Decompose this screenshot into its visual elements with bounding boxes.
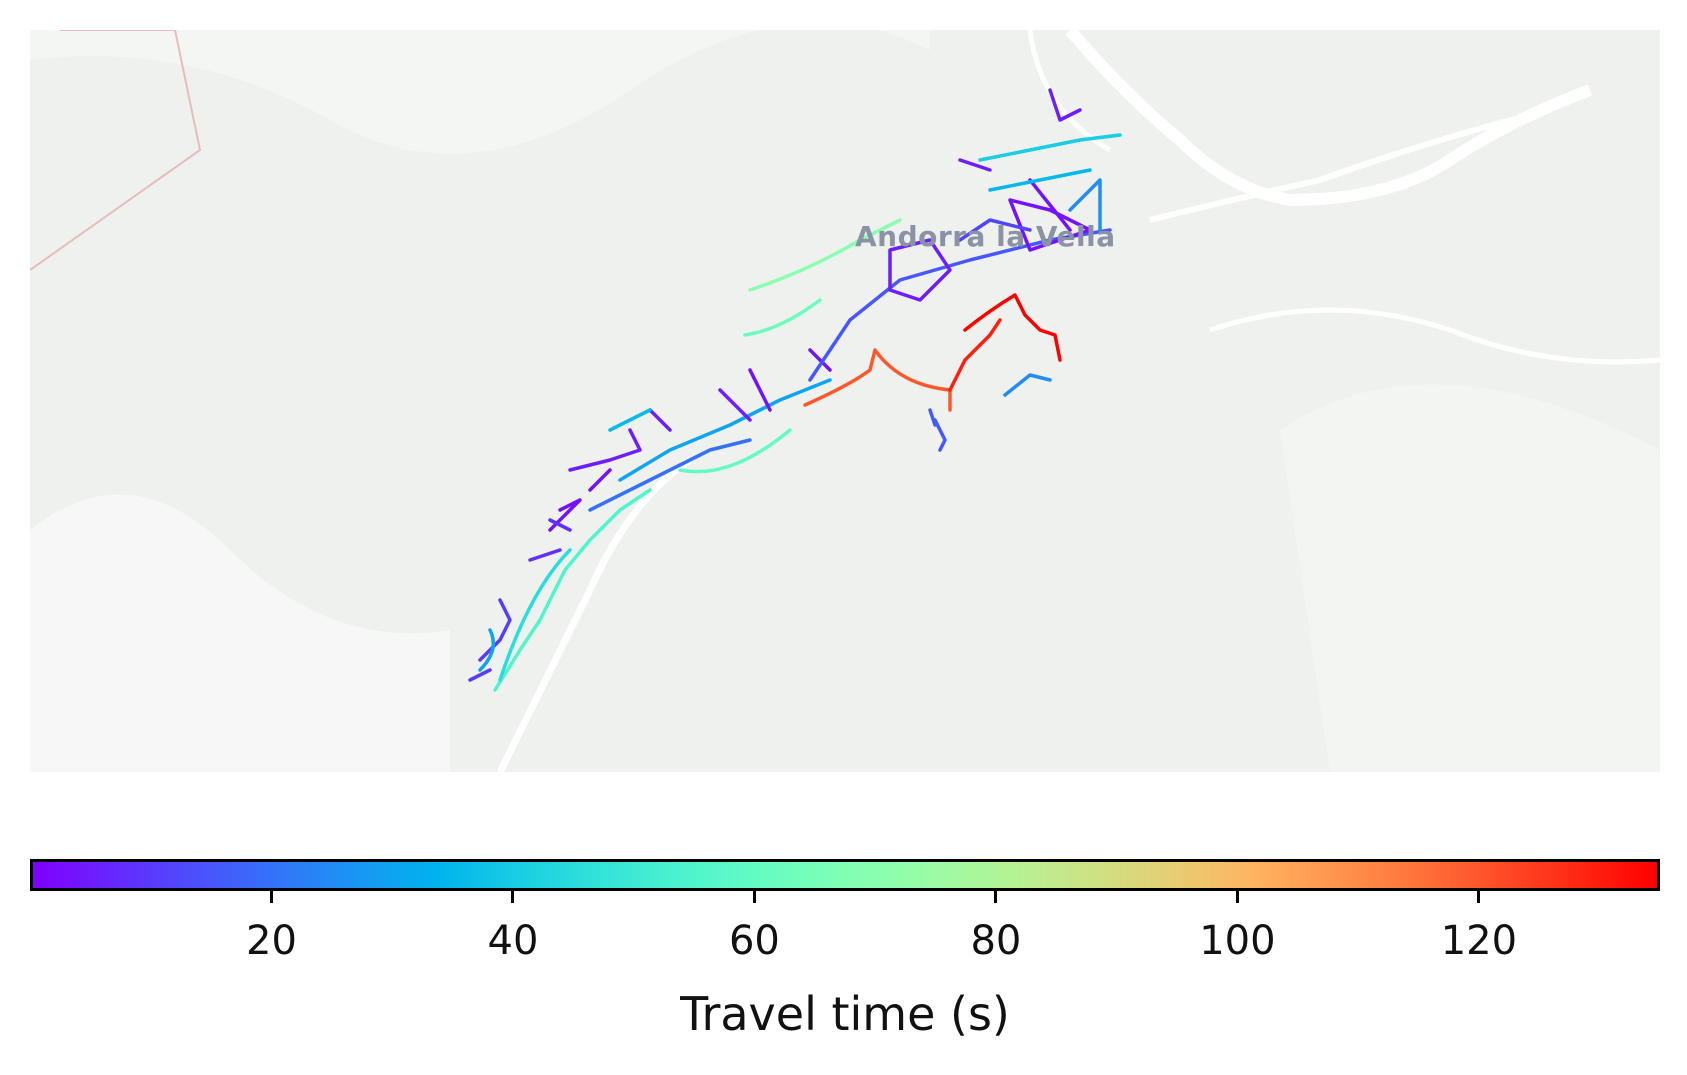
road-segment-mid-west-1[interactable] xyxy=(568,388,752,472)
road-segment-mid-main-2[interactable] xyxy=(588,438,752,512)
road-segment-mid-west-2[interactable] xyxy=(608,408,652,432)
road-segment-red-loop-2[interactable] xyxy=(948,318,1002,392)
colorbar-tick-label: 100 xyxy=(1199,918,1276,964)
road-segment-mid-local-1[interactable] xyxy=(548,348,832,532)
colorbar-gradient xyxy=(33,862,1657,888)
road-segment-sw-spur-1[interactable] xyxy=(468,598,512,682)
map-canvas[interactable] xyxy=(30,30,1660,772)
road-segment-north-green-1[interactable] xyxy=(748,218,902,292)
colorbar-tick xyxy=(994,891,998,903)
road-segment-ne-top-1[interactable] xyxy=(978,133,1122,162)
colorbar-title: Travel time (s) xyxy=(680,987,1010,1041)
road-segment-ne-grid-3[interactable] xyxy=(1068,178,1102,232)
basemap-layer xyxy=(30,30,1660,772)
map-panel[interactable]: Andorra la Vella xyxy=(30,30,1660,772)
road-segment-center-loop[interactable] xyxy=(888,238,952,302)
road-segment-ne-top-2[interactable] xyxy=(958,88,1082,172)
road-segment-sw-spur-2[interactable] xyxy=(478,628,496,672)
road-segment-ne-grid-1[interactable] xyxy=(1008,178,1092,252)
colorbar-tick-label: 60 xyxy=(728,918,780,964)
road-segment-red-tail[interactable] xyxy=(928,408,947,452)
road-segment-east-stub[interactable] xyxy=(1003,373,1052,397)
road-segment-mid-local-2[interactable] xyxy=(528,518,572,562)
road-segment-mid-south[interactable] xyxy=(678,428,792,474)
road-segment-red-loop-3[interactable] xyxy=(963,293,1062,362)
place-label: Andorra la Vella xyxy=(855,220,1116,253)
colorbar-tick xyxy=(1235,891,1239,903)
colorbar xyxy=(30,859,1660,891)
colorbar-tick xyxy=(752,891,756,903)
colorbar-tick-label: 80 xyxy=(970,918,1022,964)
road-segment-ne-grid-2[interactable] xyxy=(958,218,1032,242)
colorbar-tick xyxy=(1477,891,1481,903)
road-segment-mid-main-1[interactable] xyxy=(618,378,832,482)
road-segment-north-green-2[interactable] xyxy=(743,298,822,337)
road-segment-red-loop-1[interactable] xyxy=(803,348,952,412)
road-segment-sw-main-1[interactable] xyxy=(493,488,652,692)
colorbar-tick-label: 120 xyxy=(1440,918,1518,964)
road-segment-sw-main-2[interactable] xyxy=(498,548,572,682)
road-segments-layer xyxy=(468,88,1122,692)
colorbar-tick xyxy=(511,891,515,903)
colorbar-tick xyxy=(269,891,273,903)
colorbar-tick-label: 20 xyxy=(246,918,297,964)
road-segment-ne-top-3[interactable] xyxy=(988,168,1092,192)
colorbar-tick-label: 40 xyxy=(487,918,539,964)
